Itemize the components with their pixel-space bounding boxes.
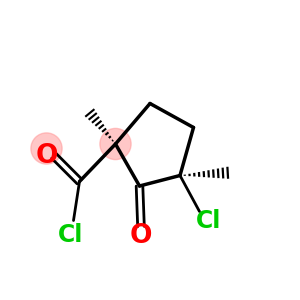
Text: Cl: Cl (58, 224, 83, 248)
Text: O: O (35, 143, 58, 169)
Text: O: O (130, 223, 152, 249)
Circle shape (100, 128, 131, 160)
Circle shape (31, 133, 62, 164)
Text: Cl: Cl (196, 208, 221, 232)
